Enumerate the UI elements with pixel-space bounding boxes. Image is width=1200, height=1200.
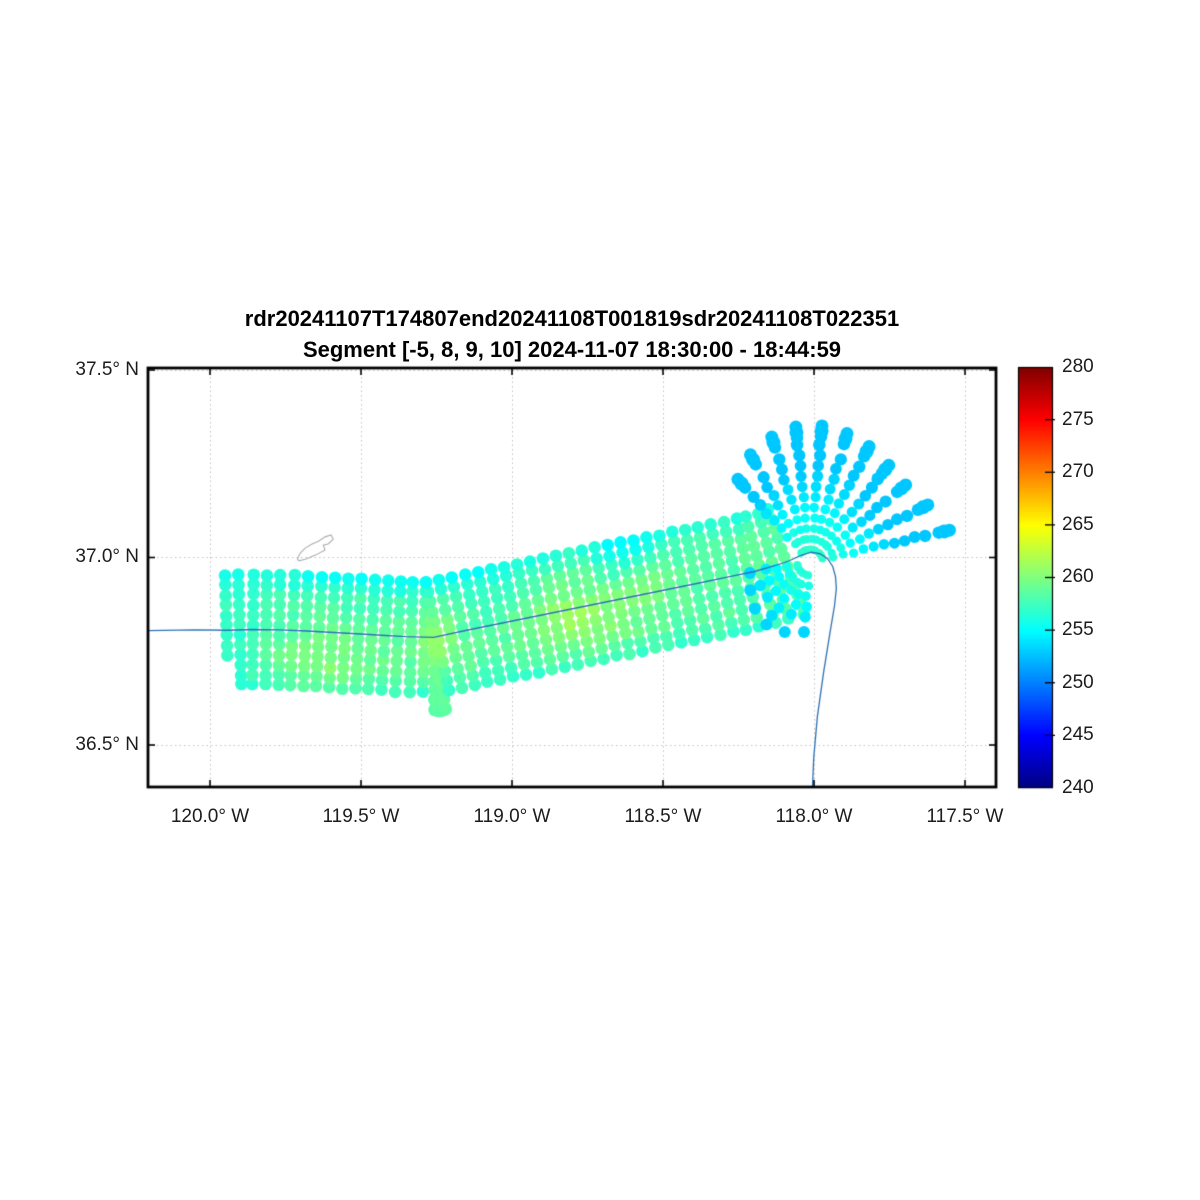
colorbar-tick-label: 255 [1062,619,1094,640]
colorbar-tick-label: 275 [1062,409,1094,430]
y-tick-label: 36.5° N [75,734,139,755]
colorbar-tick-label: 250 [1062,672,1094,693]
x-tick-label: 117.5° W [926,806,1004,827]
colorbar-tick-label: 260 [1062,566,1094,587]
colorbar-tick-label: 245 [1062,724,1094,745]
x-tick-label: 119.5° W [322,806,400,827]
x-tick-label: 120.0° W [170,806,250,827]
x-tick-label: 118.5° W [624,806,702,827]
y-tick-label: 37.5° N [75,359,139,380]
chart-subtitle: Segment [-5, 8, 9, 10] 2024-11-07 18:30:… [302,337,842,362]
colorbar-tick-label: 270 [1062,461,1094,482]
colorbar-tick-label: 265 [1062,514,1094,535]
chart-title: rdr20241107T174807end20241108T001819sdr2… [244,306,900,331]
colorbar-tick-label: 240 [1062,777,1094,798]
x-tick-label: 118.0° W [775,806,853,827]
y-tick-label: 37.0° N [75,546,139,567]
x-tick-label: 119.0° W [473,806,551,827]
colorbar-tick-label: 280 [1062,356,1094,377]
